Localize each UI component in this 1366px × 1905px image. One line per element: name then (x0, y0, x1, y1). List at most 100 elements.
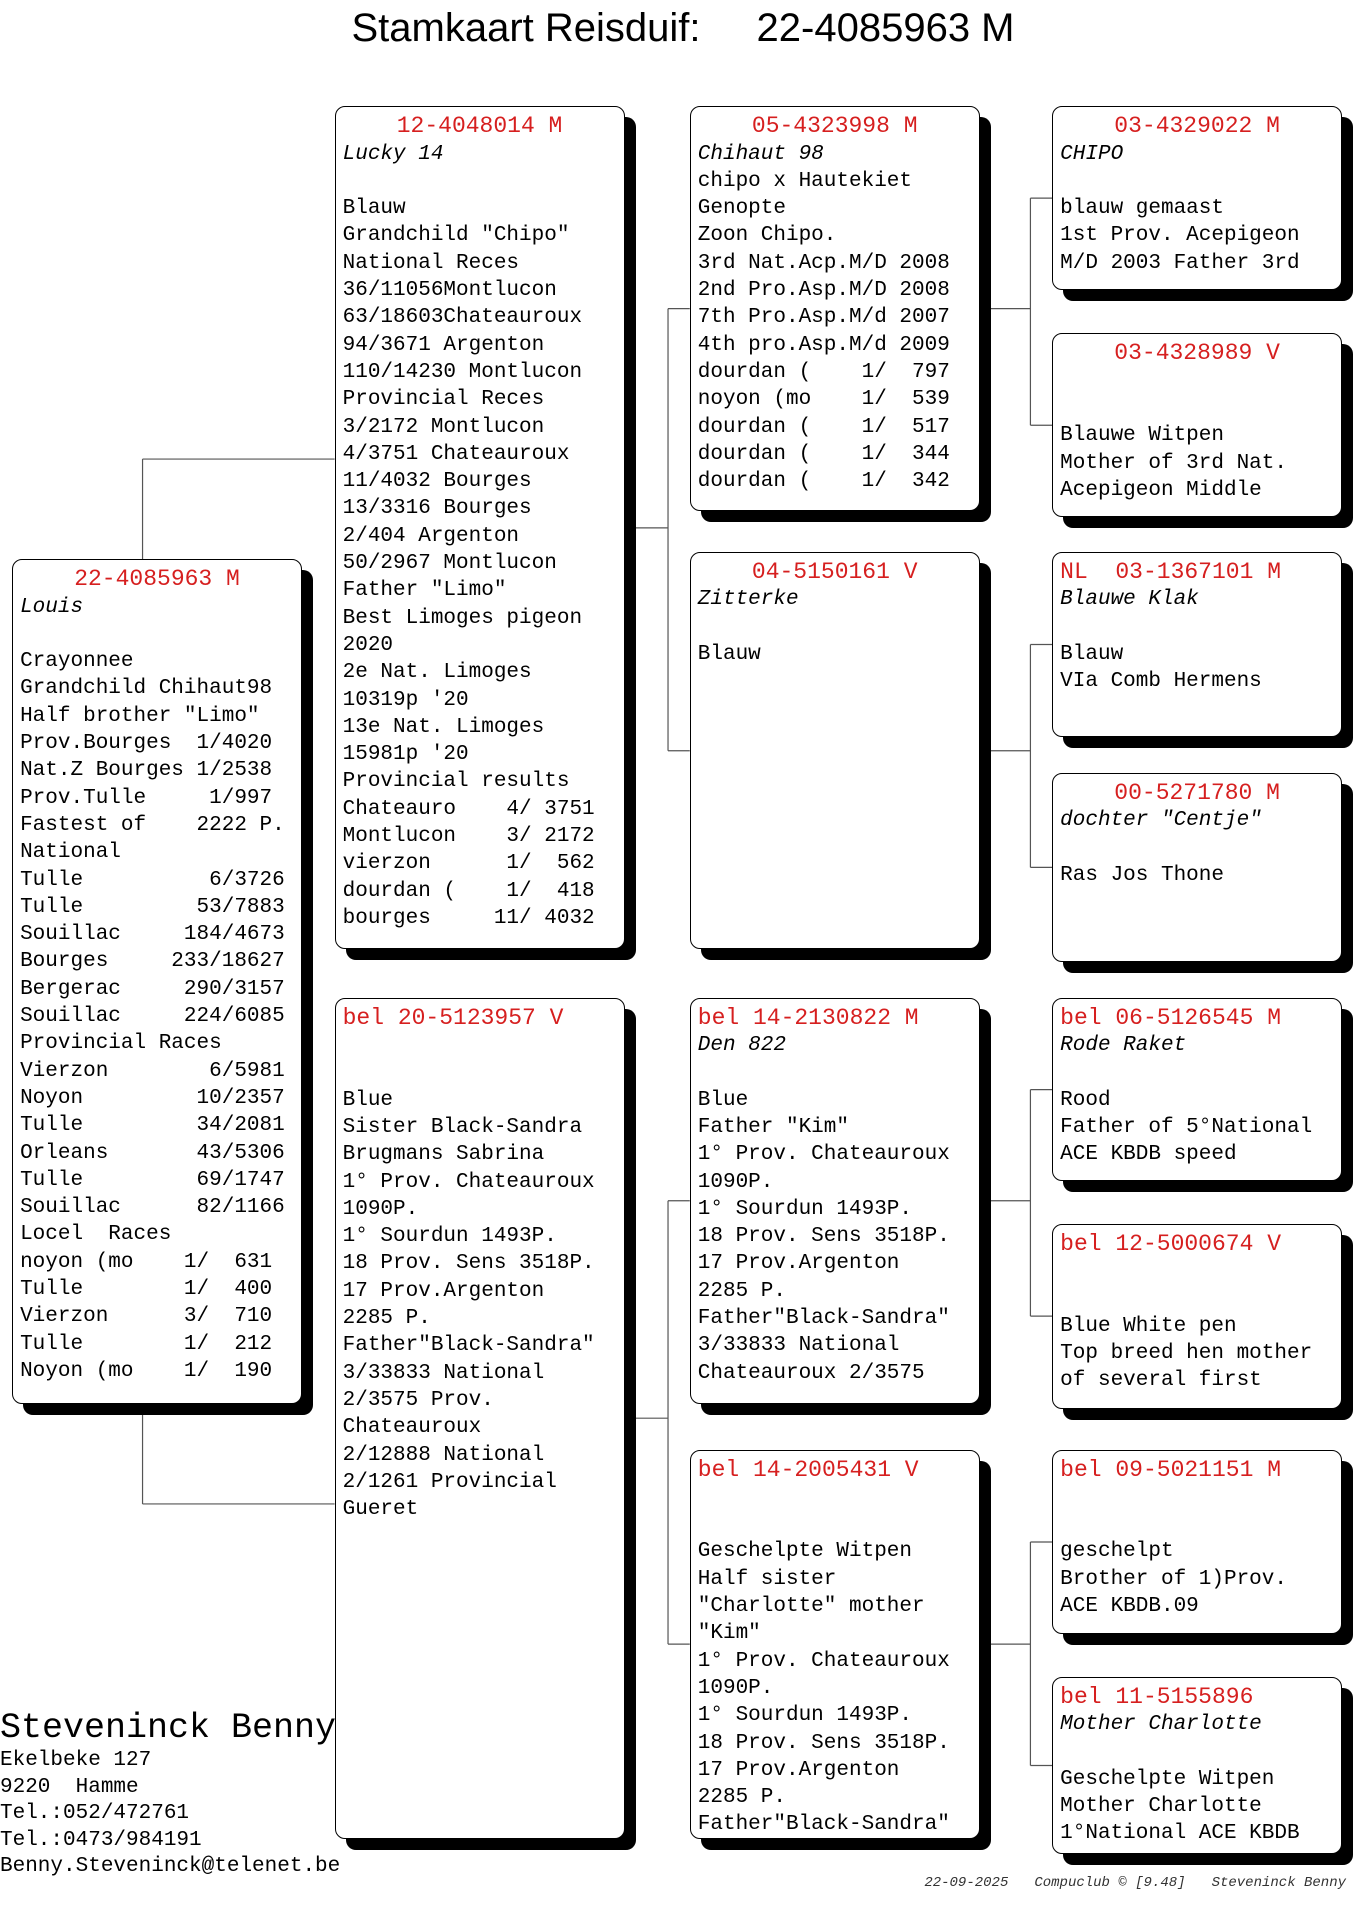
owner-line: Tel.:052/472761 (0, 1802, 190, 1826)
info-line: Father"Black-Sandra" (697, 1307, 950, 1331)
spacer (1060, 368, 1334, 395)
info-line: dourdan ( 1/ 418 (342, 879, 595, 903)
pigeon-name: Blauwe Klak (1060, 588, 1199, 612)
info-line: Geschelpte Witpen (697, 1540, 913, 1564)
pigeon-name: dochter "Centje" (1060, 809, 1262, 833)
spacer (1060, 1511, 1334, 1538)
pigeon-name: Chihaut 98 (697, 142, 824, 166)
owner-line: Ekelbeke 127 (0, 1749, 152, 1772)
info-line: 3/2172 Montlucon (342, 415, 545, 439)
info-line: Bergerac 290/3157 (20, 977, 285, 1001)
info-line: Chateauro 4/ 3751 (342, 797, 595, 821)
spacer (1060, 1285, 1334, 1312)
pedigree-box: 03-4329022 M CHIPO blauw gemaast 1st Prov. … (1052, 106, 1343, 290)
spacer (1060, 395, 1334, 422)
ring-number: 04-5150161 V (751, 559, 918, 586)
info-line: 2285 P. (697, 1279, 786, 1303)
info-line: 10319p '20 (342, 688, 469, 712)
pedigree-box: 03-4328989 V Blauwe Witpen Mother of 3rd N… (1052, 333, 1343, 518)
info-line: 1° Sourdun 1493P. (342, 1225, 557, 1249)
info-line: Father "Kim" (697, 1115, 849, 1139)
spacer (1060, 1059, 1334, 1086)
pedigree-box: 22-4085963 M Louis Crayonnee Grandchild Chi… (12, 559, 302, 1404)
info-line: National Reces (342, 251, 520, 275)
info-line: Tulle 34/2081 (20, 1114, 285, 1138)
info-line: M/D 2003 Father 3rd (1060, 251, 1300, 275)
pigeon-name: Mother Charlotte (1060, 1713, 1262, 1736)
info-line: 50/2967 Montlucon (342, 552, 557, 576)
info-line: 1° Prov. Chateauroux (342, 1170, 595, 1194)
info-line: Vierzon 6/5981 (20, 1059, 285, 1083)
info-line: Top breed hen mother (1060, 1341, 1313, 1365)
strain: chipo x Hautekiet (697, 169, 913, 193)
ring-number: bel 09-5021151 M (1060, 1456, 1281, 1483)
info-line: Tulle 1/ 400 (20, 1278, 273, 1302)
pigeon-name: Louis (20, 595, 84, 619)
info-line: dourdan ( 1/ 517 (697, 415, 950, 439)
info-line: Chateauroux 2/3575 (697, 1361, 925, 1385)
ring-number: bel 06-5126545 M (1060, 1004, 1281, 1031)
info-line: Zoon Chipo. (697, 224, 837, 248)
info-line: 94/3671 Argenton (342, 333, 545, 357)
ring-number: 00-5271780 M (1114, 780, 1280, 807)
info-line: of several first (1060, 1369, 1262, 1393)
info-line: Half sister (697, 1567, 837, 1591)
info-line: Mother of 3rd Nat. (1060, 451, 1287, 475)
ring-number: 03-4328989 V (1114, 340, 1280, 367)
ring-number: 05-4323998 M (751, 113, 918, 140)
info-line: 2/3575 Prov. (342, 1388, 494, 1412)
info-line: Half brother "Limo" (20, 704, 260, 728)
info-line: 63/18603Chateauroux (342, 306, 583, 330)
title-label: Stamkaart Reisduif: (351, 6, 701, 50)
info-line: 3/33833 National (697, 1334, 900, 1358)
info-line: Noyon 10/2357 (20, 1086, 285, 1110)
info-line: Chateauroux (342, 1416, 482, 1440)
info-line: Provincial Races (20, 1032, 222, 1056)
info-line: 1090P. (342, 1197, 419, 1221)
ring-number: bel 14-2130822 M (697, 1004, 919, 1031)
info-line: 110/14230 Montlucon (342, 360, 583, 384)
info-line: 36/11056Montlucon (342, 279, 557, 303)
pedigree-box: bel 14-2005431 V Geschelpte Witpen Half si… (689, 1449, 980, 1839)
info-line: 2/12888 National (342, 1443, 545, 1467)
ring-number: bel 14-2005431 V (697, 1456, 919, 1483)
info-line: Father of 5°National (1060, 1115, 1313, 1139)
info-line: 2/404 Argenton (342, 524, 520, 548)
owner: Steveninck Benny Ekelbeke 127 9220 Hamme Te… (0, 1708, 340, 1881)
info-line: Blauw (1060, 642, 1124, 666)
info-line: 2nd Pro.Asp.M/D 2008 (697, 279, 950, 303)
info-line: Montlucon 3/ 2172 (342, 825, 595, 849)
info-line: 1° Prov. Chateauroux (697, 1143, 950, 1167)
info-line: 2e Nat. Limoges (342, 661, 532, 685)
info-line: 17 Prov.Argenton (342, 1279, 545, 1303)
info-line: Gueret (342, 1498, 419, 1522)
info-line: Ras Jos Thone (1060, 864, 1224, 887)
info-line: noyon (mo 1/ 539 (697, 388, 950, 412)
info-line: Tulle 69/1747 (20, 1168, 285, 1192)
pigeon-name: Rode Raket (1060, 1034, 1187, 1058)
pigeon-name: Zitterke (697, 588, 799, 612)
spacer (1060, 1258, 1334, 1285)
spacer (698, 1059, 972, 1086)
pedigree-box: bel 11-5155896 Mother Charlotte Geschelpte… (1052, 1676, 1343, 1855)
info-line: Fastest of 2222 P. (20, 813, 285, 837)
spacer (343, 168, 617, 195)
info-line: Blauw (697, 642, 761, 666)
info-line: 1090P. (697, 1676, 774, 1700)
pedigree-box: bel 09-5021151 M geschelpt Brother of 1)Pr… (1052, 1449, 1343, 1635)
ring-number: bel 20-5123957 V (342, 1004, 564, 1031)
title: Stamkaart Reisduif: 22-4085963 M (0, 6, 1366, 51)
pedigree-box: 12-4048014 M Lucky 14 Blauw Grandchild "Chi… (334, 106, 625, 950)
info-line: Genopte (697, 197, 786, 221)
info-line: 7th Pro.Asp.M/d 2007 (697, 306, 950, 330)
info-line: 4th pro.Asp.M/d 2009 (697, 333, 950, 357)
info-line: 1° Prov. Chateauroux (697, 1649, 950, 1673)
info-line: Vierzon 3/ 710 (20, 1305, 273, 1329)
title-ring: 22-4085963 M (756, 6, 1015, 50)
info-line: Father"Black-Sandra" (697, 1813, 950, 1837)
info-line: 13e Nat. Limoges (342, 715, 545, 739)
spacer (698, 1484, 972, 1511)
info-line: 3rd Nat.Acp.M/D 2008 (697, 251, 950, 275)
info-line: Tulle 53/7883 (20, 895, 285, 919)
